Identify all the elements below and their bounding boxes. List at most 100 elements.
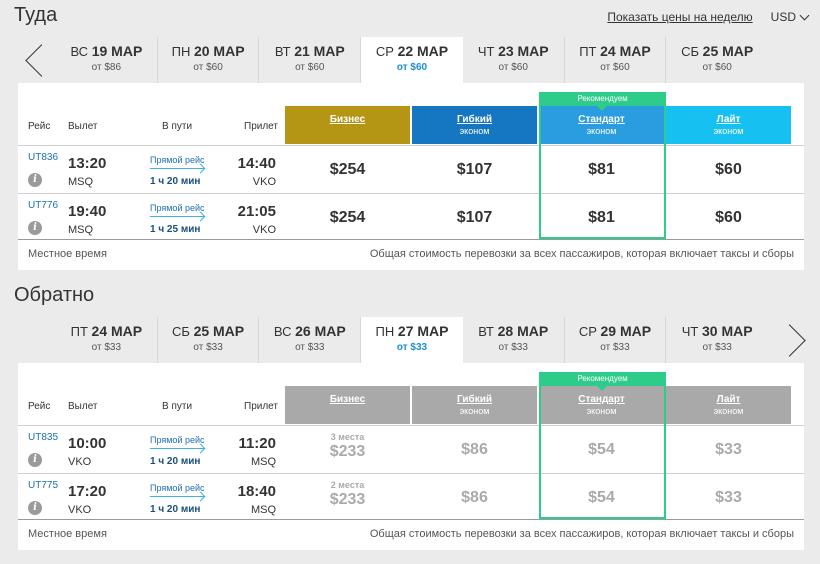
return-date-tab[interactable]: ВТ 28 МАР от $33 <box>463 317 565 363</box>
outbound-date-tab[interactable]: ВТ 21 МАР от $60 <box>259 37 362 83</box>
recommended-notch <box>597 386 607 391</box>
fare-header-flex[interactable]: Гибкий эконом <box>412 106 537 144</box>
outbound-date-tab[interactable]: ПН 20 МАР от $60 <box>158 37 260 83</box>
price-flex[interactable]: $86 <box>461 441 488 458</box>
date-dow: СР <box>578 324 597 339</box>
return-date-tab[interactable]: ВС 26 МАР от $33 <box>259 317 362 363</box>
date-day: 29 МАР <box>600 323 652 339</box>
price-standard[interactable]: $81 <box>588 161 615 178</box>
flight-row[interactable]: UT776 i 19:40 MSQ Прямой рейс 1 ч 25 мин… <box>18 193 804 241</box>
flight-duration: 1 ч 20 мин <box>150 456 201 467</box>
arrival-airport: VKO <box>252 224 276 236</box>
fare-sub: эконом <box>713 126 744 136</box>
price-business[interactable]: 3 места $233 <box>285 426 410 474</box>
price-light[interactable]: $33 <box>715 441 742 458</box>
row-divider <box>18 239 804 240</box>
price-business[interactable]: 2 места $233 <box>285 474 410 522</box>
price-business[interactable]: $254 <box>329 209 366 226</box>
price-flex[interactable]: $107 <box>456 161 493 178</box>
info-icon[interactable]: i <box>28 453 42 467</box>
fare-header-light[interactable]: Лайт эконом <box>666 386 791 424</box>
price-light[interactable]: $60 <box>715 209 742 226</box>
col-duration-label: В пути <box>162 121 193 132</box>
return-date-strip: ПТ 24 МАР от $33 СБ 25 МАР от $33 ВС 26 … <box>56 317 768 363</box>
outbound-date-tab[interactable]: ПТ 24 МАР от $60 <box>565 37 667 83</box>
return-date-tab[interactable]: ПТ 24 МАР от $33 <box>56 317 158 363</box>
return-date-tab[interactable]: СР 29 МАР от $33 <box>565 317 667 363</box>
fare-sub: эконом <box>713 406 744 416</box>
date-dow: ПТ <box>579 44 597 59</box>
price-business[interactable]: $254 <box>329 161 366 178</box>
price-standard[interactable]: $54 <box>588 489 615 506</box>
info-icon[interactable]: i <box>28 501 42 515</box>
flight-code-link[interactable]: UT835 <box>28 432 59 443</box>
arrival-airport: VKO <box>252 176 276 188</box>
flight-row[interactable]: UT775 i 17:20 VKO Прямой рейс 1 ч 20 мин… <box>18 473 804 521</box>
recommended-badge: Рекомендуем <box>539 92 666 106</box>
date-day: 19 МАР <box>91 43 143 59</box>
price-flex[interactable]: $107 <box>456 209 493 226</box>
fare-sub: эконом <box>586 406 617 416</box>
return-title: Обратно <box>14 284 95 306</box>
date-day: 24 МАР <box>600 43 651 59</box>
col-departure-label: Вылет <box>68 121 98 132</box>
date-price: от $60 <box>702 62 732 73</box>
date-price: от $33 <box>396 342 428 353</box>
flight-row[interactable]: UT836 i 13:20 MSQ Прямой рейс 1 ч 20 мин… <box>18 145 804 193</box>
fare-header-flex[interactable]: Гибкий эконом <box>412 386 537 424</box>
fare-name: Стандарт <box>578 394 625 405</box>
date-dow: ПН <box>375 324 395 339</box>
fare-name: Бизнес <box>329 394 366 405</box>
date-dow: ВС <box>70 44 89 59</box>
info-icon[interactable]: i <box>28 173 42 187</box>
fare-header-business[interactable]: Бизнес <box>285 386 410 424</box>
price-standard[interactable]: $54 <box>588 441 615 458</box>
col-departure-label: Вылет <box>68 401 98 412</box>
date-day: 25 МАР <box>193 323 245 339</box>
fare-header-standard[interactable]: Стандарт эконом <box>539 386 664 424</box>
flight-code-link[interactable]: UT776 <box>28 200 59 211</box>
recommended-notch <box>597 106 607 111</box>
info-icon[interactable]: i <box>28 221 42 235</box>
recommended-badge: Рекомендуем <box>539 372 666 386</box>
fare-name: Стандарт <box>578 114 625 125</box>
price-flex[interactable]: $86 <box>461 489 488 506</box>
arrow-right-icon <box>150 448 204 449</box>
currency-select[interactable]: USD <box>771 10 810 24</box>
return-date-tab-selected[interactable]: ПН 27 МАР от $33 <box>361 317 463 363</box>
direct-flight-label: Прямой рейс <box>150 435 205 445</box>
price-light[interactable]: $60 <box>715 161 742 178</box>
price-value: $233 <box>329 491 366 508</box>
departure-airport: VKO <box>68 456 92 468</box>
return-date-tab[interactable]: ЧТ 30 МАР от $33 <box>666 317 768 363</box>
arrival-airport: MSQ <box>250 504 276 516</box>
date-dow: СБ <box>172 324 190 339</box>
col-flight-label: Рейс <box>28 121 51 132</box>
departure-time: 10:00 <box>68 435 107 452</box>
prev-dates-arrow[interactable] <box>20 40 50 80</box>
fare-header-standard[interactable]: Стандарт эконом <box>539 106 664 144</box>
fare-name: Лайт <box>716 394 741 405</box>
flight-row[interactable]: UT835 i 10:00 VKO Прямой рейс 1 ч 20 мин… <box>18 425 804 473</box>
outbound-date-tab[interactable]: СБ 25 МАР от $60 <box>666 37 768 83</box>
date-dow: ПН <box>171 44 191 59</box>
next-dates-arrow[interactable] <box>778 320 808 360</box>
outbound-date-tab-selected[interactable]: СР 22 МАР от $60 <box>361 37 463 83</box>
departure-airport: MSQ <box>68 224 94 236</box>
week-prices-link[interactable]: Показать цены на неделю <box>607 10 753 24</box>
seats-left: 2 места <box>330 480 365 490</box>
direct-flight-label: Прямой рейс <box>150 203 205 213</box>
price-light[interactable]: $33 <box>715 489 742 506</box>
flight-code-link[interactable]: UT836 <box>28 152 59 163</box>
flight-code-link[interactable]: UT775 <box>28 480 59 491</box>
outbound-date-tab[interactable]: ЧТ 23 МАР от $60 <box>463 37 565 83</box>
col-duration-label: В пути <box>162 401 193 412</box>
fare-header-light[interactable]: Лайт эконом <box>666 106 791 144</box>
return-date-tab[interactable]: СБ 25 МАР от $33 <box>158 317 260 363</box>
departure-time: 13:20 <box>68 155 107 172</box>
outbound-date-tab[interactable]: ВС 19 МАР от $86 <box>56 37 158 83</box>
fare-header-business[interactable]: Бизнес <box>285 106 410 144</box>
outbound-flights-panel: Рейс Вылет В пути Прилет Бизнес Гибкий э… <box>18 83 804 270</box>
departure-airport: VKO <box>68 504 92 516</box>
price-standard[interactable]: $81 <box>588 209 615 226</box>
